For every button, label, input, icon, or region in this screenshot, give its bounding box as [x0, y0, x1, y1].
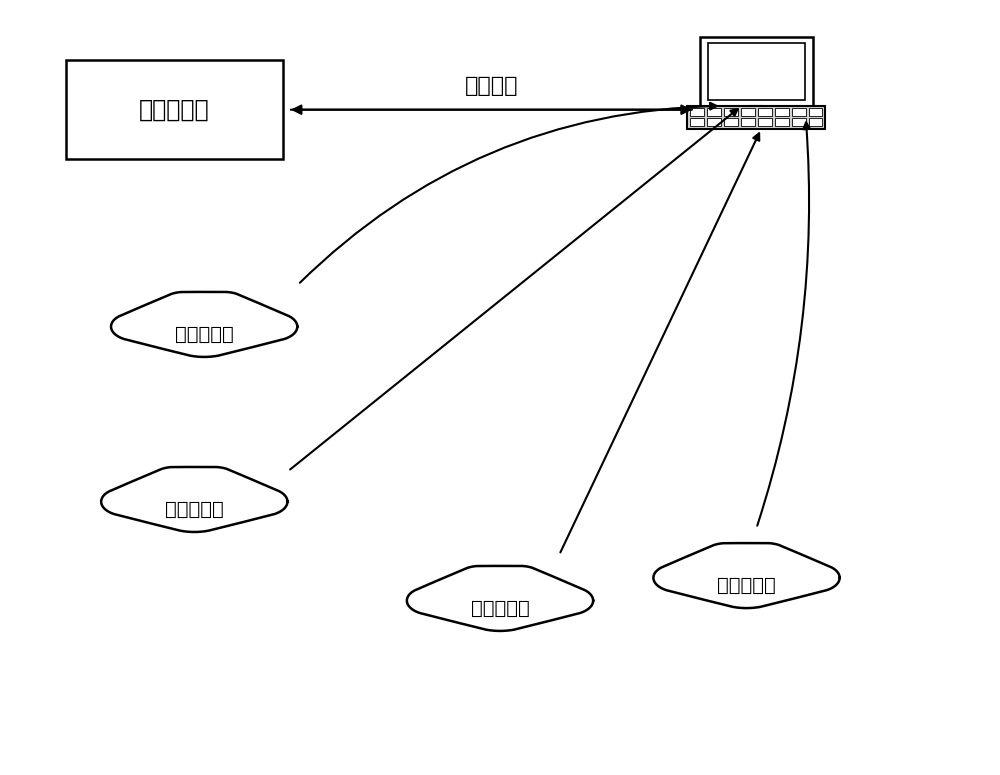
Bar — [758, 109, 772, 116]
Bar — [690, 119, 704, 126]
Bar — [792, 109, 806, 116]
Bar — [690, 109, 704, 116]
Text: 监测小单元: 监测小单元 — [175, 325, 234, 344]
Bar — [66, 60, 283, 159]
Bar — [700, 37, 813, 106]
Polygon shape — [111, 292, 297, 357]
Text: 监测小单元: 监测小单元 — [165, 500, 224, 518]
Bar — [741, 109, 755, 116]
Bar — [708, 43, 805, 100]
Polygon shape — [653, 543, 840, 608]
Bar — [809, 109, 822, 116]
Bar — [775, 119, 789, 126]
Bar — [792, 119, 806, 126]
Polygon shape — [407, 566, 593, 631]
Bar — [751, 106, 761, 119]
Bar — [775, 109, 789, 116]
Bar — [707, 119, 721, 126]
Bar — [758, 119, 772, 126]
Bar — [724, 119, 738, 126]
Bar — [741, 119, 755, 126]
Bar — [724, 109, 738, 116]
Bar — [809, 119, 822, 126]
Bar — [687, 106, 825, 129]
Polygon shape — [101, 467, 287, 532]
Text: 监测小单元: 监测小单元 — [471, 599, 529, 618]
Text: 监测小单元: 监测小单元 — [717, 576, 776, 595]
Text: 云服务中心: 云服务中心 — [139, 98, 210, 122]
Bar — [742, 119, 771, 124]
Text: 登录接入: 登录接入 — [465, 76, 518, 96]
Bar — [707, 109, 721, 116]
